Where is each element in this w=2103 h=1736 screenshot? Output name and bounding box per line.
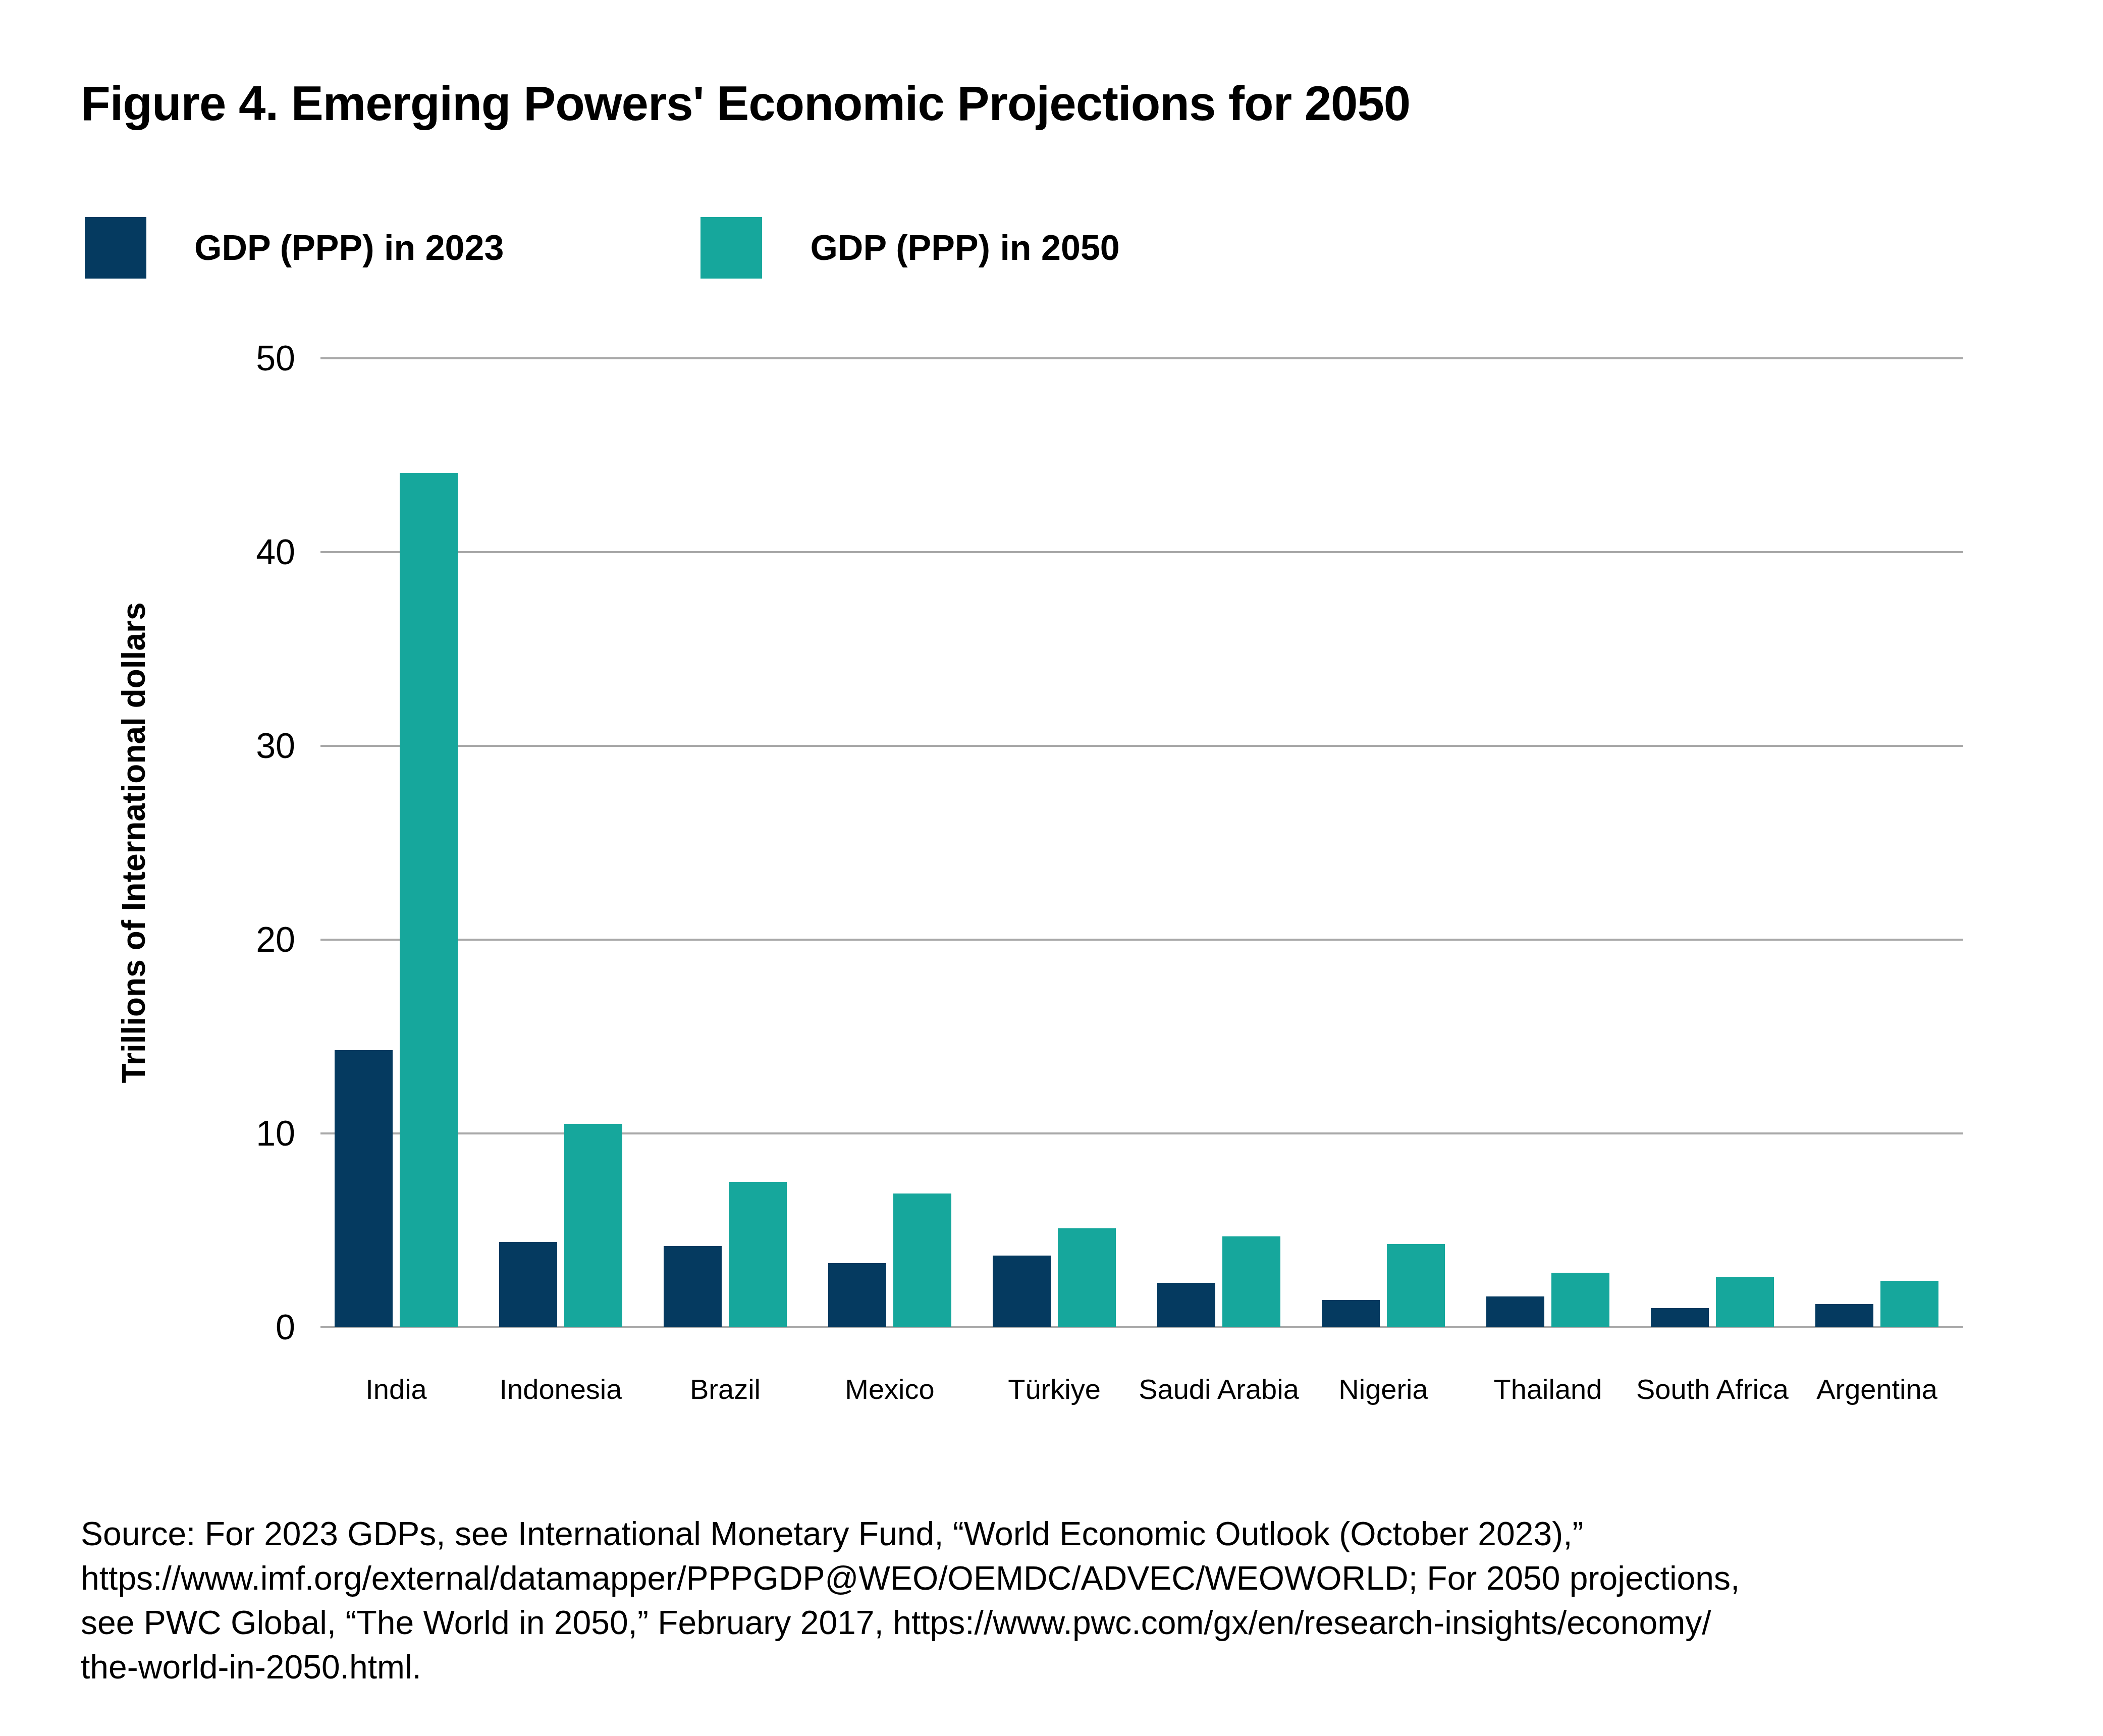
bar-south-africa-2023 bbox=[1651, 1308, 1709, 1327]
source-line: see PWC Global, “The World in 2050,” Feb… bbox=[81, 1600, 1740, 1645]
legend-swatch-2050 bbox=[700, 217, 762, 279]
y-tick-label-10: 10 bbox=[214, 1116, 295, 1151]
bar-nigeria-2050 bbox=[1387, 1244, 1445, 1327]
y-tick-label-0: 0 bbox=[214, 1310, 295, 1345]
y-tick-label-40: 40 bbox=[214, 534, 295, 570]
gridline-y-20 bbox=[320, 939, 1963, 941]
bar-saudi-arabia-2023 bbox=[1157, 1283, 1215, 1327]
source-line: the-world-in-2050.html. bbox=[81, 1645, 1740, 1689]
y-tick-label-50: 50 bbox=[214, 341, 295, 376]
bar-türkiye-2050 bbox=[1058, 1228, 1116, 1327]
bar-india-2050 bbox=[400, 473, 458, 1327]
bar-south-africa-2050 bbox=[1716, 1277, 1774, 1327]
gridline-y-40 bbox=[320, 551, 1963, 553]
figure-title: Figure 4. Emerging Powers' Economic Proj… bbox=[81, 76, 1410, 131]
source-line: https://www.imf.org/external/datamapper/… bbox=[81, 1556, 1740, 1600]
legend-label-2023: GDP (PPP) in 2023 bbox=[194, 228, 504, 268]
bar-brazil-2023 bbox=[664, 1246, 722, 1327]
legend-swatch-2023 bbox=[85, 217, 146, 279]
y-axis-title: Trillions of International dollars bbox=[115, 603, 152, 1083]
legend-item-2023: GDP (PPP) in 2023 bbox=[85, 217, 504, 279]
y-tick-label-30: 30 bbox=[214, 728, 295, 764]
bar-argentina-2023 bbox=[1815, 1304, 1873, 1327]
x-category-label-argentina: Argentina bbox=[1771, 1373, 1983, 1405]
gridline-y-50 bbox=[320, 357, 1963, 359]
legend: GDP (PPP) in 2023 GDP (PPP) in 2050 bbox=[85, 217, 1120, 279]
legend-item-2050: GDP (PPP) in 2050 bbox=[700, 217, 1119, 279]
bar-brazil-2050 bbox=[729, 1182, 787, 1327]
bar-mexico-2050 bbox=[893, 1194, 951, 1327]
bar-mexico-2023 bbox=[828, 1263, 886, 1327]
bar-türkiye-2023 bbox=[993, 1256, 1051, 1327]
bar-indonesia-2050 bbox=[564, 1124, 622, 1327]
bar-argentina-2050 bbox=[1880, 1281, 1938, 1327]
gridline-y-30 bbox=[320, 745, 1963, 747]
bar-nigeria-2023 bbox=[1322, 1300, 1380, 1327]
bar-thailand-2023 bbox=[1486, 1296, 1544, 1327]
plot-area bbox=[320, 358, 1963, 1327]
bar-thailand-2050 bbox=[1551, 1273, 1609, 1327]
figure-canvas: Figure 4. Emerging Powers' Economic Proj… bbox=[0, 0, 2103, 1736]
y-tick-label-20: 20 bbox=[214, 922, 295, 957]
source-note: Source: For 2023 GDPs, see International… bbox=[81, 1511, 1740, 1689]
bar-saudi-arabia-2050 bbox=[1222, 1236, 1280, 1327]
bar-indonesia-2023 bbox=[499, 1242, 557, 1327]
source-line: Source: For 2023 GDPs, see International… bbox=[81, 1511, 1740, 1556]
legend-label-2050: GDP (PPP) in 2050 bbox=[810, 228, 1119, 268]
bar-india-2023 bbox=[335, 1050, 393, 1327]
